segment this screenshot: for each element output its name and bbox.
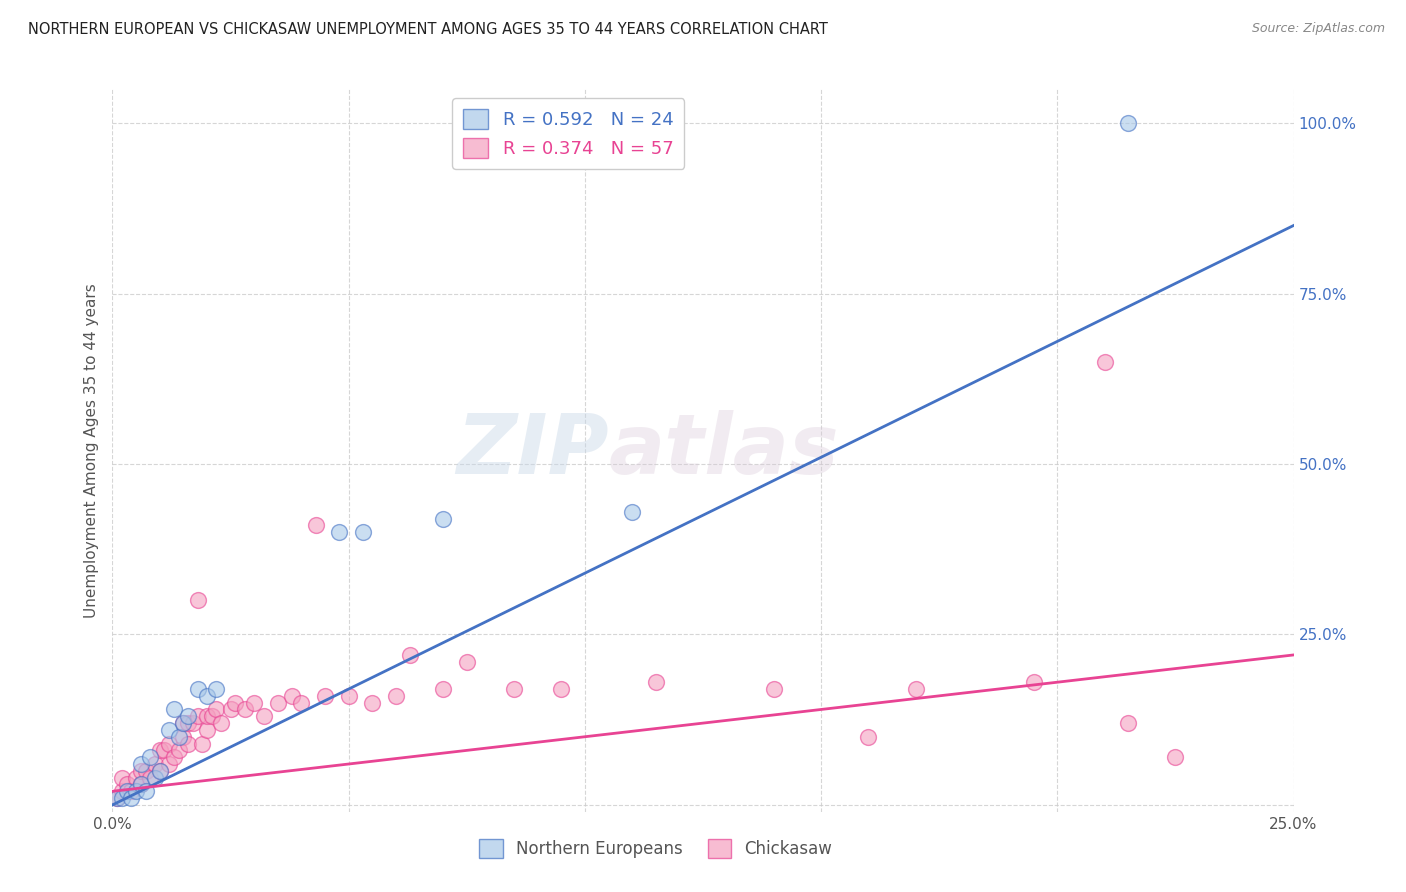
Point [205,702,228,716]
Point [120,791,142,805]
Point [762,681,785,696]
Point [1116,716,1139,731]
Point [129,777,152,791]
Point [149,764,172,778]
Point [290,696,312,710]
Point [172,716,194,731]
Point [1116,116,1139,130]
Point [224,696,246,710]
Point [167,730,190,744]
Point [157,737,180,751]
Point [503,681,526,696]
Point [143,757,166,772]
Point [337,689,360,703]
Point [243,696,266,710]
Point [111,791,134,805]
Point [432,511,454,525]
Point [314,689,336,703]
Point [201,709,224,723]
Point [149,764,172,778]
Point [149,743,172,757]
Point [328,525,350,540]
Point [153,743,176,757]
Text: Source: ZipAtlas.com: Source: ZipAtlas.com [1251,22,1385,36]
Point [267,696,290,710]
Point [281,689,304,703]
Point [129,764,152,778]
Point [125,784,148,798]
Point [120,784,142,798]
Point [163,750,186,764]
Point [157,757,180,772]
Point [385,689,408,703]
Point [115,784,138,798]
Point [456,655,478,669]
Point [253,709,276,723]
Point [195,689,218,703]
Point [191,737,214,751]
Point [550,681,572,696]
Point [621,505,644,519]
Point [904,681,927,696]
Text: NORTHERN EUROPEAN VS CHICKASAW UNEMPLOYMENT AMONG AGES 35 TO 44 YEARS CORRELATIO: NORTHERN EUROPEAN VS CHICKASAW UNEMPLOYM… [28,22,828,37]
Point [172,716,194,731]
Point [361,696,384,710]
Point [644,675,666,690]
Point [304,518,326,533]
Point [139,771,162,785]
Point [139,750,162,764]
Point [186,709,208,723]
Point [105,791,128,805]
Point [115,777,138,791]
Y-axis label: Unemployment Among Ages 35 to 44 years: Unemployment Among Ages 35 to 44 years [83,283,98,618]
Point [352,525,374,540]
Point [135,784,157,798]
Point [157,723,180,737]
Point [135,764,157,778]
Point [111,771,134,785]
Point [1022,675,1045,690]
Point [167,743,190,757]
Point [195,723,218,737]
Point [172,730,194,744]
Point [233,702,256,716]
Point [399,648,422,662]
Point [181,716,204,731]
Text: ZIP: ZIP [456,410,609,491]
Point [209,716,232,731]
Legend: Northern Europeans, Chickasaw: Northern Europeans, Chickasaw [472,833,839,865]
Point [125,771,148,785]
Point [186,681,208,696]
Point [195,709,218,723]
Point [105,791,128,805]
Point [205,681,228,696]
Point [177,716,200,731]
Point [1164,750,1187,764]
Point [177,737,200,751]
Point [186,593,208,607]
Point [143,771,166,785]
Point [111,784,134,798]
Point [177,709,200,723]
Point [163,702,186,716]
Point [129,777,152,791]
Point [1094,355,1116,369]
Point [129,757,152,772]
Point [858,730,880,744]
Point [219,702,242,716]
Text: atlas: atlas [609,410,839,491]
Point [432,681,454,696]
